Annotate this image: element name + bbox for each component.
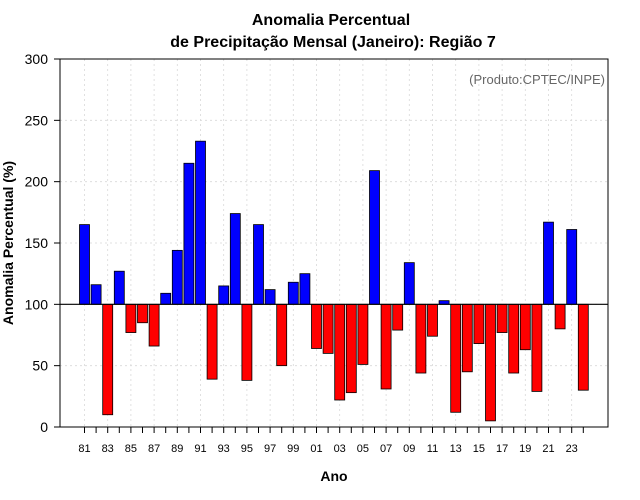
y-tick-label: 100 <box>25 296 49 312</box>
x-tick-label: 91 <box>194 443 206 455</box>
bar-02 <box>322 303 334 354</box>
x-tick-label: 97 <box>264 443 276 455</box>
x-tick-label: 03 <box>334 443 346 455</box>
x-tick-label: 01 <box>310 443 322 455</box>
x-tick-label: 19 <box>519 443 531 455</box>
bar-13 <box>450 303 462 413</box>
x-tick-label: 07 <box>380 443 392 455</box>
bar-83 <box>102 303 114 416</box>
bar-01 <box>311 303 322 349</box>
y-tick-label: 300 <box>25 51 49 67</box>
bar-82 <box>90 284 102 305</box>
bar-18 <box>508 303 520 374</box>
y-tick-label: 250 <box>25 112 49 128</box>
x-tick-label: 17 <box>496 443 508 455</box>
x-tick-label: 05 <box>357 443 369 455</box>
bar-91 <box>195 140 206 305</box>
bar-85 <box>125 303 137 333</box>
bar-21 <box>543 221 554 305</box>
bar-89 <box>171 249 183 305</box>
bar-92 <box>206 303 218 380</box>
x-tick-label: 83 <box>102 443 114 455</box>
bar-86 <box>137 303 148 324</box>
grid-layer <box>60 58 608 428</box>
x-tick-label: 11 <box>427 443 438 455</box>
x-tick-label: 85 <box>125 443 137 455</box>
bar-08 <box>392 303 404 331</box>
bar-87 <box>148 303 160 347</box>
bar-88 <box>160 292 172 305</box>
bar-98 <box>276 303 288 367</box>
chart-title-line2: de Precipitação Mensal (Janeiro): Região… <box>170 34 496 51</box>
y-tick-label: 200 <box>25 174 49 190</box>
bar-10 <box>415 303 427 374</box>
y-axis-label: Anomalia Percentual (%) <box>0 161 16 325</box>
x-tick-label: 81 <box>78 443 90 455</box>
bar-04 <box>345 303 357 394</box>
x-tick-label: 99 <box>287 443 299 455</box>
bar-93 <box>218 285 230 305</box>
x-axis-label: Ano <box>320 468 347 484</box>
bar-11 <box>427 303 438 337</box>
x-tick-label: 87 <box>148 443 160 455</box>
bar-16 <box>485 303 496 422</box>
bar-23 <box>566 229 578 305</box>
y-tick-label: 50 <box>32 358 48 374</box>
bar-09 <box>403 262 415 305</box>
chart-title-line1: Anomalia Percentual <box>252 12 410 29</box>
bar-14 <box>461 303 473 373</box>
bar-94 <box>229 213 241 305</box>
bar-81 <box>79 224 90 305</box>
bar-05 <box>357 303 369 365</box>
y-tick-label: 150 <box>25 235 49 251</box>
x-tick-label: 09 <box>403 443 415 455</box>
x-tick-label: 95 <box>241 443 253 455</box>
bar-03 <box>334 303 346 401</box>
bar-layer <box>79 140 589 422</box>
bar-20 <box>531 303 543 392</box>
x-tick-label: 13 <box>450 443 462 455</box>
bar-00 <box>299 273 311 305</box>
bar-84 <box>113 270 125 305</box>
bar-06 <box>369 170 380 305</box>
bar-96 <box>253 224 264 305</box>
bar-95 <box>241 303 253 381</box>
bar-22 <box>554 303 566 330</box>
x-axis: 81 83 85 87 89 91 93 95 97 99 01 03 05 07 09 11 13 15 17 19… <box>78 427 584 455</box>
bar-15 <box>473 303 485 344</box>
bar-07 <box>380 303 392 390</box>
bar-19 <box>519 303 531 351</box>
y-tick-label: 0 <box>40 419 48 435</box>
x-tick-label: 23 <box>566 443 578 455</box>
bar-24 <box>577 303 589 391</box>
bar-17 <box>496 303 508 333</box>
y-axis: 0 50 100 150 200 250 300 <box>25 51 60 435</box>
x-tick-label: 93 <box>218 443 230 455</box>
plot-annotation: (Produto:CPTEC/INPE) <box>469 72 605 87</box>
bar-99 <box>287 281 299 305</box>
bar-97 <box>264 289 276 305</box>
bar-90 <box>183 162 195 305</box>
x-tick-label: 21 <box>542 443 554 455</box>
x-tick-label: 89 <box>171 443 183 455</box>
x-tick-label: 15 <box>473 443 485 455</box>
